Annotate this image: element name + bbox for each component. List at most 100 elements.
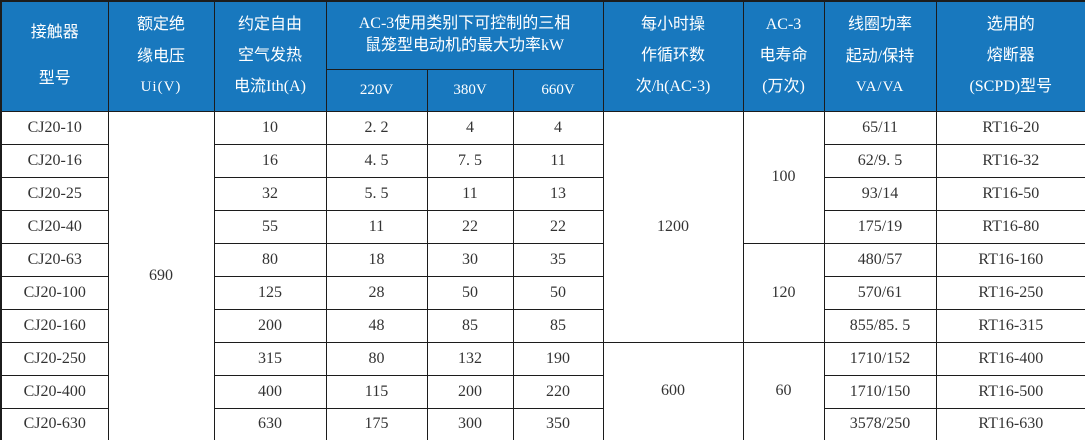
header-text-line: 熔断器: [986, 47, 1035, 65]
cell-kw660: 190: [512, 341, 604, 376]
cell-kw380: 300: [426, 407, 514, 440]
cell-fuse: RT16-630: [935, 407, 1085, 440]
header-cell-660v: 660V: [512, 68, 604, 112]
cell-coil-power: 480/57: [823, 242, 937, 277]
cell-fuse: RT16-20: [935, 110, 1085, 145]
header-text-line: 空气发热: [237, 47, 302, 65]
header-text-line: 型号: [38, 70, 71, 88]
cell-model: CJ20-10: [0, 110, 109, 145]
cell-kw660: 350: [512, 407, 604, 440]
cell-coil-power: 175/19: [823, 209, 937, 244]
cell-ith: 400: [213, 374, 327, 409]
header-cell-electrical-life: AC-3 电寿命 (万次): [742, 0, 825, 112]
cell-coil-power: 3578/250: [823, 407, 937, 440]
header-insulation-voltage-label: 额定绝 缘电压 Ui(V): [109, 16, 213, 96]
cell-coil-power: 1710/150: [823, 374, 937, 409]
cell-kw220: 2. 2: [325, 110, 428, 145]
cell-kw660: 11: [512, 143, 604, 178]
header-text-line: VA/VA: [855, 79, 905, 96]
table-row: CJ20-160 200 48 85 85 855/85. 5 RT16-315: [0, 308, 1085, 343]
cell-kw660: 13: [512, 176, 604, 211]
cell-cycles-merged: 600: [602, 341, 744, 440]
header-cell-cycles: 每小时操 作循环数 次/h(AC-3): [602, 0, 744, 112]
header-text-line: (SCPD)型号: [969, 78, 1053, 96]
cell-coil-power: 1710/152: [823, 341, 937, 376]
cell-kw220: 80: [325, 341, 428, 376]
header-cycles-label: 每小时操 作循环数 次/h(AC-3): [604, 15, 742, 97]
cell-model: CJ20-16: [0, 143, 109, 178]
table-row: CJ20-10 690 10 2. 2 4 4 1200 100 65/11 R…: [0, 110, 1085, 440]
cell-kw380: 7. 5: [426, 143, 514, 178]
cell-fuse: RT16-80: [935, 209, 1085, 244]
table-row: CJ20-630 630 175 300 350 3578/250 RT16-6…: [0, 407, 1085, 440]
header-cell-thermal-current: 约定自由 空气发热 电流Ith(A): [213, 0, 327, 112]
cell-kw660: 50: [512, 275, 604, 310]
header-text-line: 缘电压: [136, 47, 185, 65]
cell-model: CJ20-100: [0, 275, 109, 310]
cell-kw220: 5. 5: [325, 176, 428, 211]
table-row: CJ20-16 16 4. 5 7. 5 11 62/9. 5 RT16-32: [0, 143, 1085, 178]
header-coil-power-label: 线圈功率 起动/保持 VA/VA: [825, 16, 935, 96]
header-text-line: 电流Ith(A): [234, 78, 306, 96]
table-row: CJ20-400 400 115 200 220 1710/150 RT16-5…: [0, 374, 1085, 409]
cell-life-merged: 60: [742, 341, 825, 440]
header-cell-insulation-voltage: 额定绝 缘电压 Ui(V): [107, 0, 215, 112]
cell-ith: 16: [213, 143, 327, 178]
table-row: CJ20-25 32 5. 5 11 13 93/14 RT16-50: [0, 176, 1085, 211]
header-text-line: 额定绝: [136, 16, 185, 34]
cell-fuse: RT16-160: [935, 242, 1085, 277]
cell-life-merged: 120: [742, 242, 825, 343]
cell-ith: 125: [213, 275, 327, 310]
table-row: CJ20-63 80 18 30 35 120 480/57 RT16-160: [0, 242, 1085, 343]
header-text-line: 约定自由: [237, 15, 302, 33]
cell-model: CJ20-40: [0, 209, 109, 244]
cell-coil-power: 855/85. 5: [823, 308, 937, 343]
cell-model: CJ20-630: [0, 407, 109, 440]
header-text-line: 每小时操: [641, 15, 706, 33]
cell-ith: 10: [213, 110, 327, 145]
cell-ith: 200: [213, 308, 327, 343]
cell-life-merged: 100: [742, 110, 825, 244]
cell-kw220: 4. 5: [325, 143, 428, 178]
header-kw-group-label: AC-3使用类别下可控制的三相 鼠笼型电动机的最大功率kW: [327, 15, 602, 56]
cell-model: CJ20-400: [0, 374, 109, 409]
header-cell-220v: 220V: [325, 68, 428, 112]
cell-kw380: 11: [426, 176, 514, 211]
cell-ith: 315: [213, 341, 327, 376]
cell-kw660: 85: [512, 308, 604, 343]
header-text-line: 线圈功率: [848, 16, 913, 34]
cell-kw660: 35: [512, 242, 604, 277]
cell-kw220: 48: [325, 308, 428, 343]
cell-insulation-voltage-merged: 690: [107, 110, 215, 440]
cell-ith: 630: [213, 407, 327, 440]
cell-fuse: RT16-315: [935, 308, 1085, 343]
header-cell-380v: 380V: [426, 68, 514, 112]
cell-kw660: 220: [512, 374, 604, 409]
cell-kw220: 115: [325, 374, 428, 409]
header-electrical-life-label: AC-3 电寿命 (万次): [744, 16, 823, 97]
cell-coil-power: 62/9. 5: [823, 143, 937, 178]
cell-coil-power: 93/14: [823, 176, 937, 211]
cell-fuse: RT16-500: [935, 374, 1085, 409]
cell-kw380: 85: [426, 308, 514, 343]
cell-model: CJ20-25: [0, 176, 109, 211]
header-text-line: 电寿命: [759, 47, 808, 65]
cell-fuse: RT16-32: [935, 143, 1085, 178]
header-cell-fuse: 选用的 熔断器 (SCPD)型号: [935, 0, 1085, 112]
cell-ith: 55: [213, 209, 327, 244]
cell-fuse: RT16-250: [935, 275, 1085, 310]
header-row-kw-sub: 220V 380V 660V: [1, 68, 1085, 112]
cell-ith: 80: [213, 242, 327, 277]
header-text-line: 作循环数: [641, 47, 706, 65]
header-text-line: 次/h(AC-3): [635, 78, 711, 96]
header-text-line: 起动/保持: [845, 47, 915, 65]
cell-kw220: 28: [325, 275, 428, 310]
header-model-label: 接触器 型号: [2, 24, 107, 89]
cell-coil-power: 570/61: [823, 275, 937, 310]
table-row: CJ20-250 315 80 132 190 600 60 1710/152 …: [0, 341, 1085, 440]
cell-cycles-merged: 1200: [602, 110, 744, 343]
header-text-line: 选用的: [986, 15, 1035, 33]
header-text-line: (万次): [762, 78, 805, 96]
header-fuse-label: 选用的 熔断器 (SCPD)型号: [937, 16, 1085, 97]
